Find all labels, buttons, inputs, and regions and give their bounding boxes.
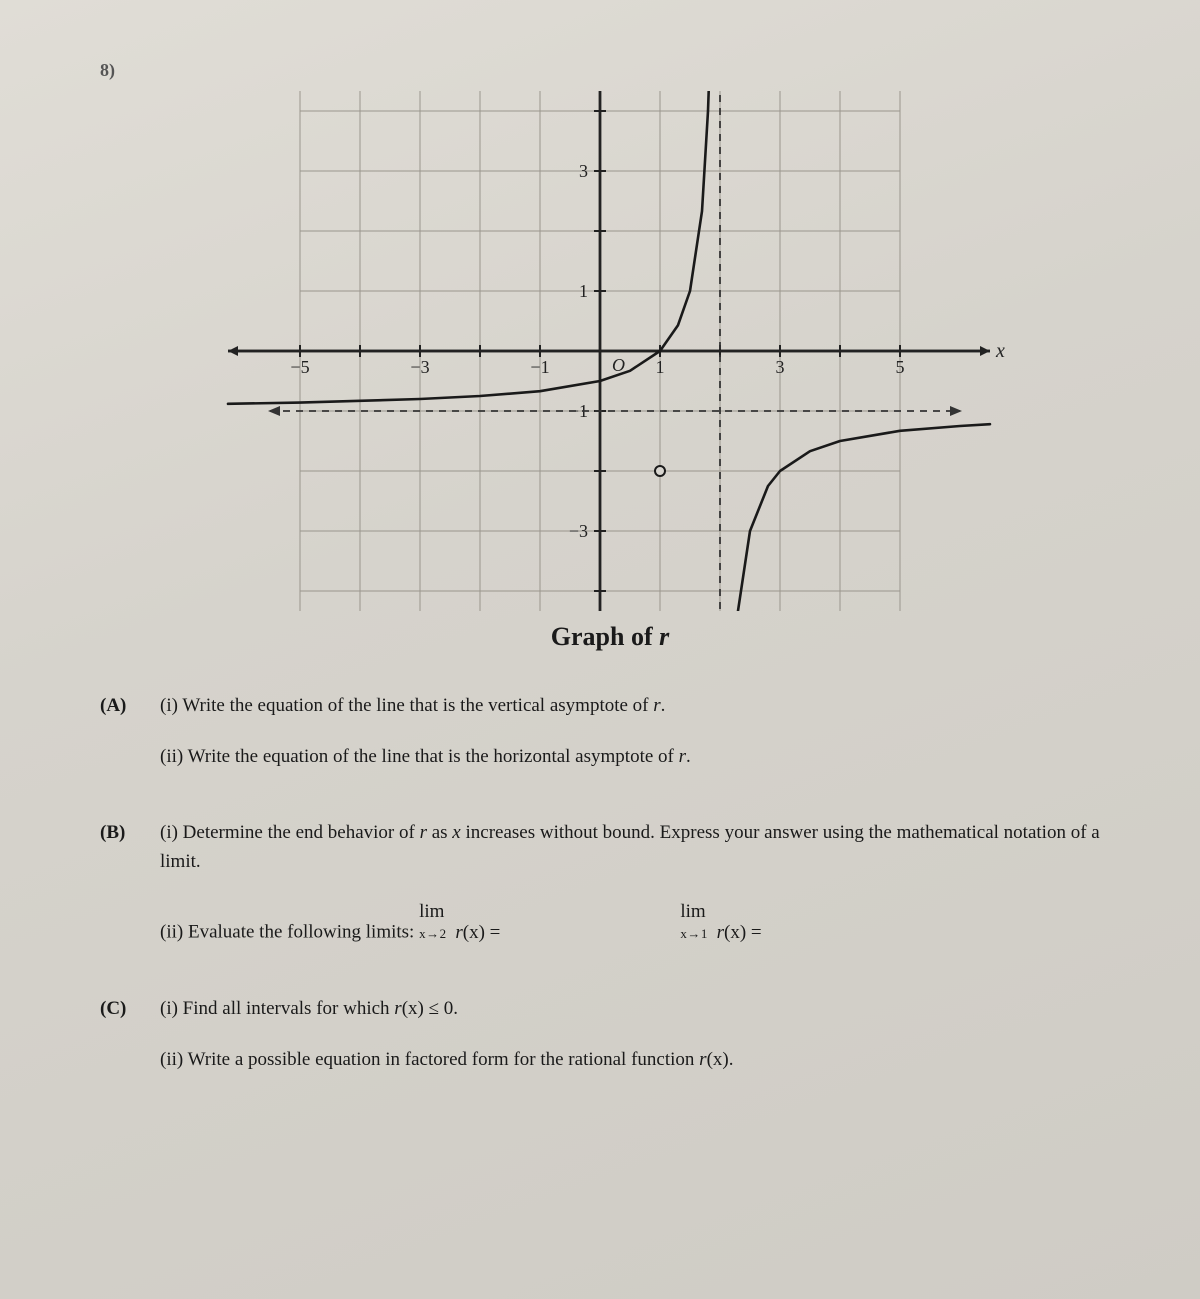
question-A: (A) (i) Write the equation of the line t… bbox=[100, 692, 1120, 793]
svg-text:3: 3 bbox=[776, 357, 785, 377]
question-B-i: (i) Determine the end behavior of r as x… bbox=[160, 819, 1120, 876]
svg-text:x: x bbox=[995, 340, 1005, 362]
svg-text:−1: −1 bbox=[530, 357, 549, 377]
question-A-i: (i) Write the equation of the line that … bbox=[160, 692, 1120, 721]
question-C-ii: (ii) Write a possible equation in factor… bbox=[160, 1046, 1120, 1075]
svg-text:−3: −3 bbox=[569, 521, 588, 541]
question-B: (B) (i) Determine the end behavior of r … bbox=[100, 819, 1120, 969]
question-C-i: (i) Find all intervals for which r(x) ≤ … bbox=[160, 995, 1120, 1024]
function-graph: −5−3−1135531−1−3−5Ox bbox=[200, 91, 1020, 611]
chart-title-prefix: Graph of bbox=[551, 622, 659, 651]
question-A-ii: (ii) Write the equation of the line that… bbox=[160, 743, 1120, 772]
svg-text:1: 1 bbox=[656, 357, 665, 377]
svg-text:1: 1 bbox=[579, 281, 588, 301]
chart-container: −5−3−1135531−1−3−5Ox Graph of r bbox=[200, 91, 1020, 652]
questions-block: (A) (i) Write the equation of the line t… bbox=[100, 692, 1120, 1096]
svg-text:−5: −5 bbox=[290, 357, 309, 377]
question-B-ii: (ii) Evaluate the following limits: lim … bbox=[160, 898, 1120, 947]
worksheet-page: 8) −5−3−1135531−1−3−5Ox Graph of r (A) (… bbox=[0, 0, 1200, 1299]
label-B: (B) bbox=[100, 819, 160, 969]
question-C: (C) (i) Find all intervals for which r(x… bbox=[100, 995, 1120, 1096]
svg-text:5: 5 bbox=[896, 357, 905, 377]
chart-title-var: r bbox=[659, 622, 669, 651]
label-C: (C) bbox=[100, 995, 160, 1096]
svg-text:−3: −3 bbox=[410, 357, 429, 377]
chart-title: Graph of r bbox=[200, 622, 1020, 652]
problem-number: 8) bbox=[100, 60, 1120, 81]
svg-text:3: 3 bbox=[579, 161, 588, 181]
limit-2: lim x→1 bbox=[680, 898, 708, 943]
label-A: (A) bbox=[100, 692, 160, 793]
limit-1: lim x→2 bbox=[419, 898, 447, 943]
